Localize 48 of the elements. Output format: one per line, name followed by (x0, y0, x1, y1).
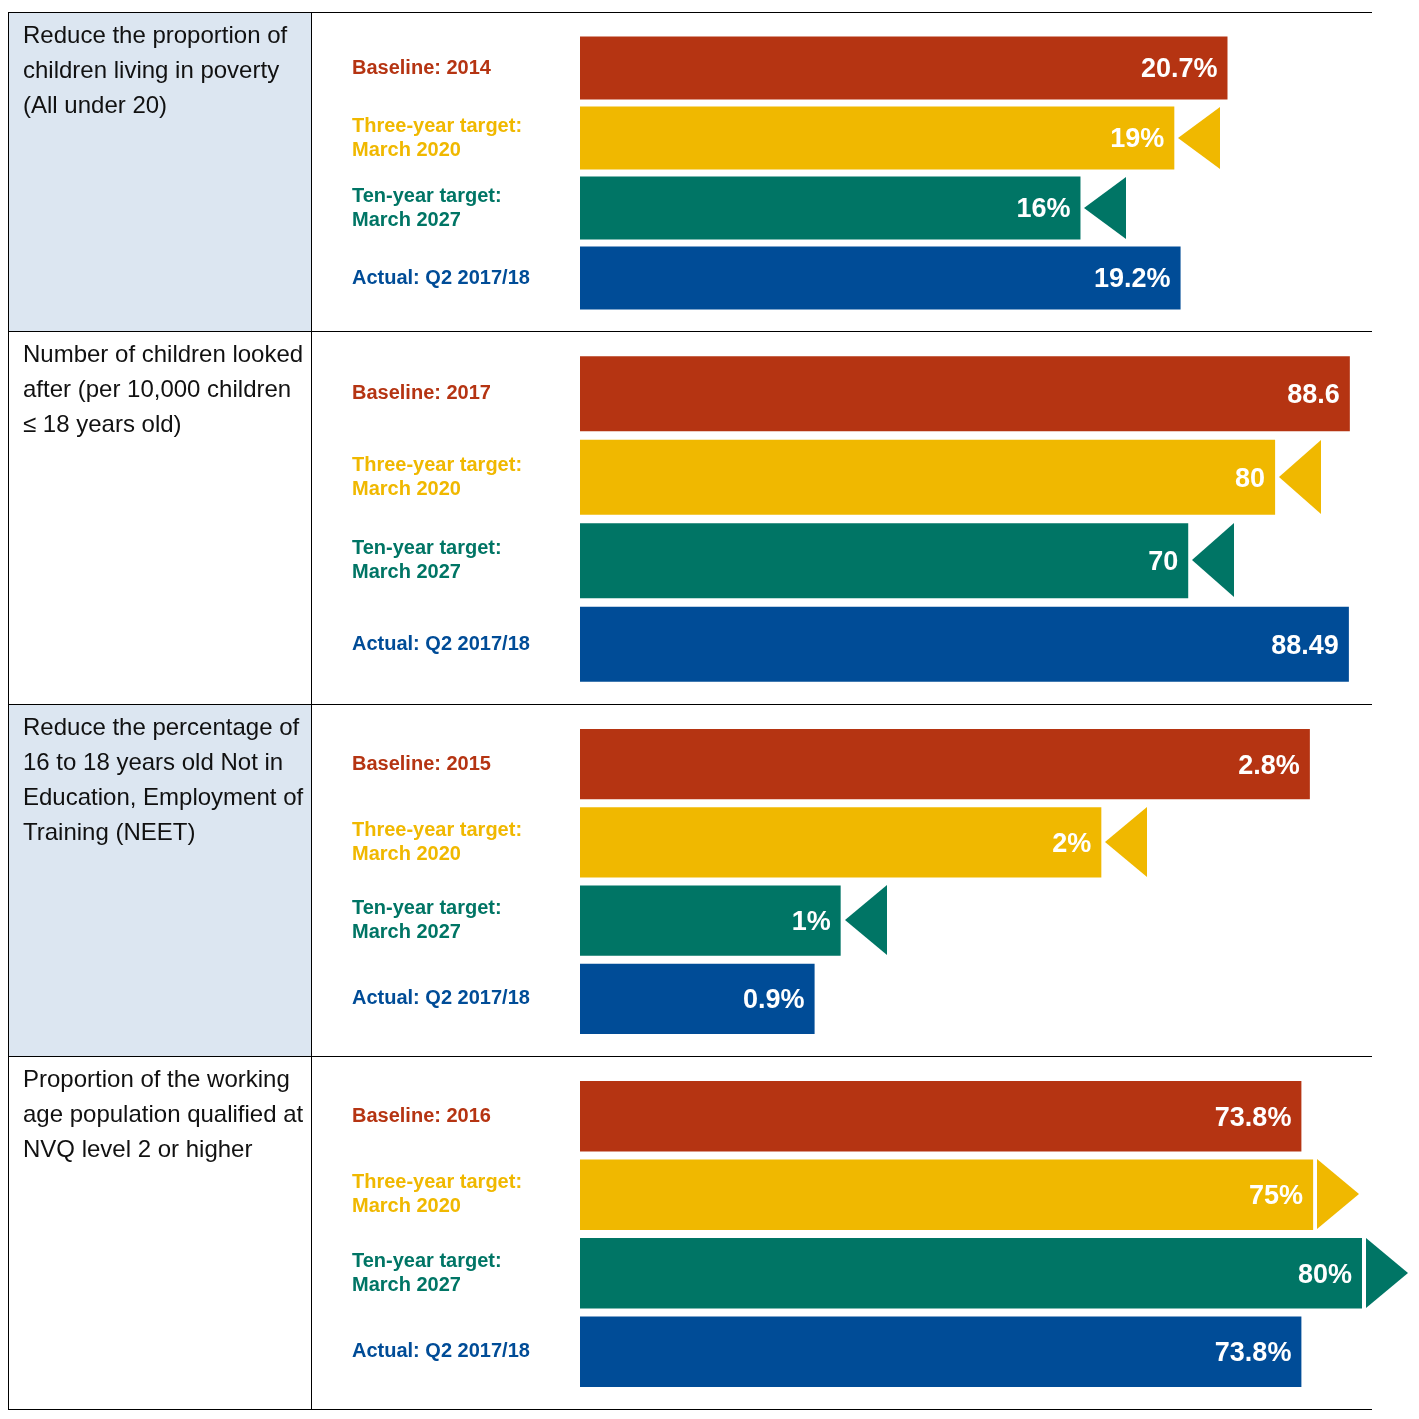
y-tick-label: Ten-year target: March 2027 (352, 896, 502, 943)
data-label: 80 (1235, 462, 1266, 493)
text: Number of children looked after (per 10,000 children ≤ 18 years old) (8, 331, 312, 705)
data-label: 73.8% (1214, 1337, 1292, 1368)
bar (580, 176, 1081, 240)
text: Proportion of the working age population qualified at NVQ level 2 or higher (8, 1056, 312, 1410)
bar (580, 356, 1350, 432)
bar (580, 606, 1349, 682)
data-label: 88.6 (1287, 379, 1340, 410)
data-label: 20.7% (1140, 53, 1218, 84)
bar (580, 885, 841, 956)
text: Reduce the proportion of children living in poverty (All under 20) (8, 12, 312, 332)
y-tick-label: Actual: Q2 2017/18 (352, 631, 530, 654)
bar (580, 246, 1181, 310)
y-tick-label: Baseline: 2017 (352, 381, 491, 404)
data-label: 80% (1297, 1258, 1352, 1289)
bar (580, 106, 1175, 170)
data-label: 88.49 (1271, 629, 1339, 660)
bar (580, 36, 1228, 100)
y-tick-label: Three-year target: March 2020 (352, 452, 523, 499)
y-tick-label: Baseline: 2016 (352, 1103, 491, 1126)
y-tick-label: Actual: Q2 2017/18 (352, 265, 530, 288)
data-label: 19% (1110, 123, 1165, 154)
y-tick-label: Actual: Q2 2017/18 (352, 1339, 530, 1362)
data-label: 2.8% (1238, 749, 1300, 780)
y-tick-label: Baseline: 2015 (352, 751, 491, 774)
text: Reduce the percentage of 16 to 18 years old Not in Education, Employment of Training (NEET) (8, 704, 312, 1057)
data-label: 0.9% (743, 984, 805, 1015)
bar (580, 807, 1102, 878)
data-label: 19.2% (1094, 263, 1171, 294)
y-tick-label: Ten-year target: March 2027 (352, 536, 502, 583)
data-label: 75% (1249, 1180, 1304, 1211)
bar (580, 963, 815, 1035)
data-label: 73.8% (1214, 1101, 1292, 1132)
bar (580, 728, 1310, 800)
y-tick-label: Three-year target: March 2020 (352, 817, 523, 864)
y-tick-label: Ten-year target: March 2027 (352, 183, 502, 230)
y-tick-label: Actual: Q2 2017/18 (352, 986, 530, 1009)
data-label: 70 (1148, 546, 1179, 577)
bar (580, 523, 1189, 599)
data-label: 2% (1052, 827, 1092, 858)
y-tick-label: Baseline: 2014 (352, 55, 492, 78)
data-label: 1% (791, 906, 831, 937)
bar (580, 439, 1276, 515)
y-tick-label: Three-year target: March 2020 (352, 1170, 523, 1217)
y-tick-label: Three-year target: March 2020 (352, 113, 523, 160)
data-label: 16% (1016, 193, 1071, 224)
y-tick-label: Ten-year target: March 2027 (352, 1248, 502, 1295)
